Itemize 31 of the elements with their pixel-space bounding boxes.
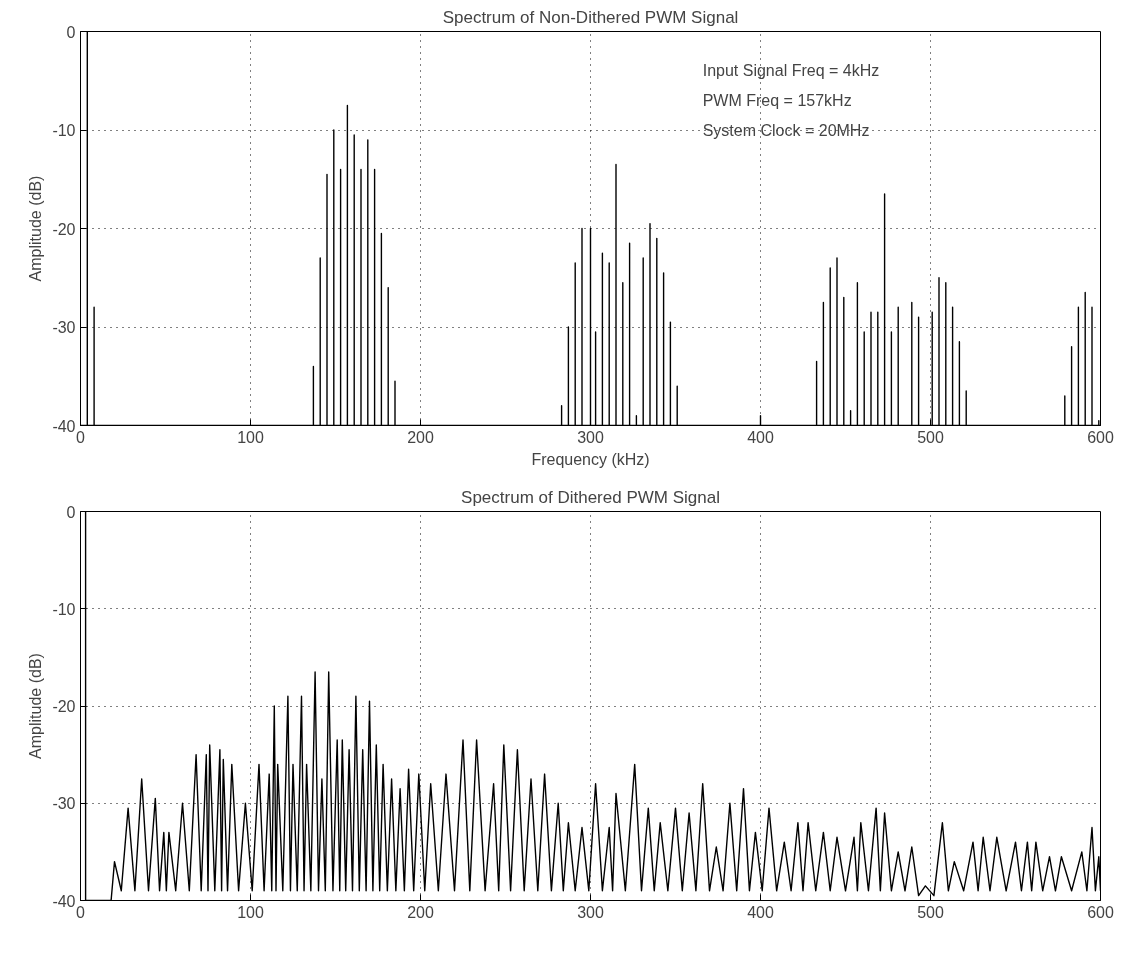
x-tick-label: 500 bbox=[917, 428, 944, 446]
chart-title: Spectrum of Non-Dithered PWM Signal bbox=[442, 7, 739, 27]
x-axis-title: Frequency (kHz) bbox=[531, 450, 650, 468]
x-tick-label: 500 bbox=[917, 903, 944, 921]
y-axis-title: Amplitude (dB) bbox=[27, 653, 45, 759]
x-tick-label: 200 bbox=[407, 903, 434, 921]
x-tick-label: 400 bbox=[747, 903, 774, 921]
x-tick-label: 400 bbox=[747, 428, 774, 446]
y-tick-label: -10 bbox=[52, 122, 76, 139]
y-axis-title: Amplitude (dB) bbox=[27, 175, 45, 282]
y-tick-label: -20 bbox=[52, 698, 76, 715]
x-tick-label: 300 bbox=[577, 903, 604, 921]
x-tick-label: 200 bbox=[407, 428, 434, 446]
y-tick-label: -20 bbox=[52, 220, 76, 238]
annotation: PWM Freq = 157kHz bbox=[702, 91, 852, 109]
y-tick-label: -30 bbox=[52, 795, 76, 813]
x-tick-label: 100 bbox=[237, 428, 264, 446]
line-series bbox=[84, 511, 1101, 901]
y-tick-label: -30 bbox=[52, 319, 76, 336]
y-tick-label: -40 bbox=[52, 892, 76, 910]
y-tick-label: 0 bbox=[66, 503, 76, 521]
x-tick-label: 300 bbox=[577, 428, 604, 446]
y-tick-label: -10 bbox=[52, 600, 76, 618]
chart-title: Spectrum of Dithered PWM Signal bbox=[461, 487, 720, 507]
annotation: System Clock = 20MHz bbox=[702, 121, 870, 139]
y-tick-label: -40 bbox=[52, 417, 76, 435]
x-tick-label: 600 bbox=[1087, 428, 1114, 446]
x-tick-label: 600 bbox=[1087, 903, 1114, 921]
x-tick-label: 100 bbox=[237, 903, 264, 921]
annotation: Input Signal Freq = 4kHz bbox=[702, 62, 880, 80]
y-tick-label: 0 bbox=[66, 23, 76, 41]
